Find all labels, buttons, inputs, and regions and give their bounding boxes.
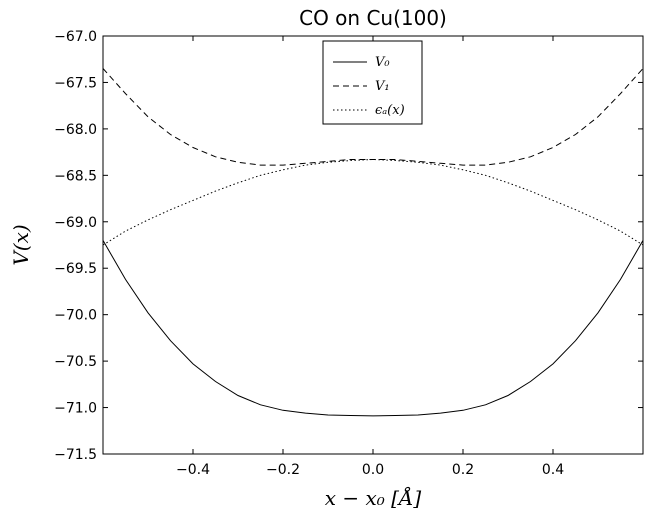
y-tick-label: −70.0 — [54, 308, 97, 324]
x-axis-label: x − x₀ [Å] — [325, 485, 422, 510]
legend-label-2: ϵₐ(x) — [375, 103, 405, 118]
y-tick-label: −68.5 — [54, 168, 97, 184]
series-layer — [102, 68, 644, 417]
legend-box — [322, 40, 423, 125]
y-tick-label: −69.5 — [54, 261, 97, 277]
x-axis: −0.4 −0.2 0.0 0.2 0.4 — [176, 36, 564, 478]
y-tick-label: −71.5 — [54, 447, 97, 463]
x-tick-label: −0.4 — [176, 462, 210, 478]
chart-title: CO on Cu(100) — [299, 6, 447, 30]
y-tick-label: −67.0 — [54, 29, 97, 45]
y-tick-label: −69.0 — [54, 215, 97, 231]
y-axis-label: V(x) — [9, 224, 33, 265]
x-tick-label: 0.4 — [542, 462, 564, 478]
y-tick-label: −67.5 — [54, 75, 97, 91]
x-tick-label: 0.0 — [362, 462, 384, 478]
legend-label-1: V₁ — [375, 79, 390, 94]
x-tick-label: −0.2 — [266, 462, 300, 478]
series-line-1 — [102, 68, 644, 166]
legend: V₀ V₁ ϵₐ(x) — [322, 40, 423, 125]
series-line-2 — [102, 158, 644, 246]
y-axis: −67.0 −67.5 −68.0 −68.5 −69.0 −69.5 −70.0 −70.5… — [54, 29, 643, 463]
y-tick-label: −71.0 — [54, 401, 97, 417]
y-tick-label: −68.0 — [54, 122, 97, 138]
x-tick-label: 0.2 — [452, 462, 474, 478]
series-line-0 — [102, 240, 644, 417]
legend-label-0: V₀ — [375, 55, 390, 70]
y-tick-label: −70.5 — [54, 354, 97, 370]
